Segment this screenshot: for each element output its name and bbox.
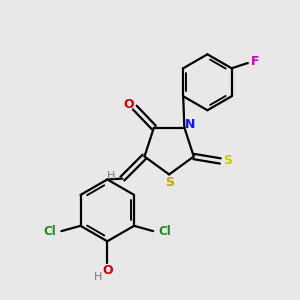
Text: H: H	[107, 171, 116, 181]
Text: Cl: Cl	[43, 225, 56, 238]
Text: F: F	[251, 55, 260, 68]
Text: H: H	[94, 272, 103, 283]
Text: Cl: Cl	[159, 225, 171, 238]
Text: O: O	[102, 264, 112, 277]
Text: S: S	[165, 176, 174, 189]
Text: N: N	[185, 118, 195, 131]
Text: O: O	[123, 98, 134, 110]
Text: S: S	[223, 154, 232, 167]
